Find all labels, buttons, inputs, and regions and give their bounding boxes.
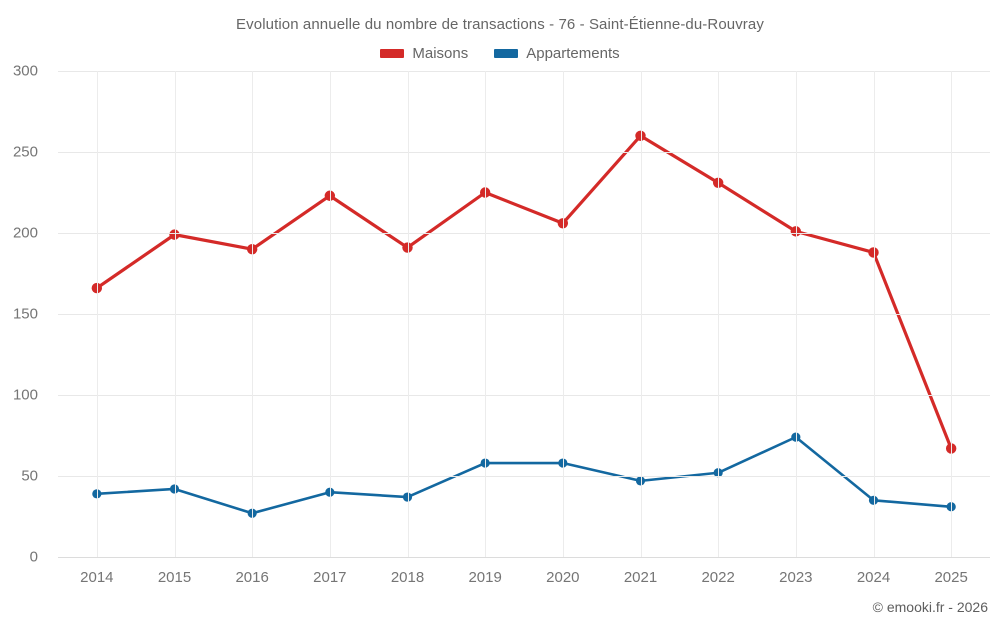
y-axis-tick-label: 150	[12, 305, 38, 323]
gridline-horizontal	[58, 476, 990, 477]
gridline-vertical	[640, 71, 642, 557]
x-axis-tick-label: 2020	[546, 569, 580, 586]
legend-item-maisons[interactable]: Maisons	[380, 45, 468, 62]
legend-item-label: Appartements	[526, 45, 620, 62]
x-axis-tick-label: 2021	[623, 569, 658, 586]
footer-credit: © emooki.fr - 2026	[872, 599, 988, 615]
gridline-horizontal	[58, 395, 990, 396]
gridline-vertical	[795, 71, 797, 557]
y-axis-tick-label: 250	[12, 143, 38, 161]
x-axis-tick-label: 2016	[235, 569, 269, 586]
series-line-appartements	[95, 435, 953, 515]
gridline-vertical	[873, 71, 875, 557]
x-axis-tick-label: 2023	[779, 569, 813, 586]
x-axis-tick-label: 2025	[934, 569, 968, 586]
x-axis-tick-label: 2018	[390, 569, 425, 586]
gridline-vertical	[252, 71, 254, 557]
gridline-horizontal	[58, 314, 990, 315]
x-axis-tick-label: 2014	[80, 569, 114, 586]
gridline-horizontal	[58, 71, 990, 72]
legend-item-appartements[interactable]: Appartements	[494, 45, 620, 62]
data-point-marker[interactable]	[402, 242, 413, 253]
gridline-vertical	[485, 71, 487, 557]
gridline-horizontal	[58, 152, 990, 153]
gridline-vertical	[407, 71, 409, 557]
line-swatch-icon	[494, 49, 519, 58]
y-axis-tick-label: 100	[12, 386, 38, 404]
gridline-vertical	[96, 71, 98, 557]
gridline-vertical	[718, 71, 720, 557]
gridline-vertical	[951, 71, 953, 557]
y-axis-tick-label: 200	[12, 224, 38, 242]
plot-area: 0 50 100 150 200 250 300 2014 2015 2016 2017 2018 20…	[13, 63, 990, 586]
y-axis-tick-label: 0	[29, 548, 38, 566]
chart-title: Evolution annuelle du nombre de transact…	[236, 16, 764, 33]
line-swatch-icon	[380, 49, 405, 58]
gridline-horizontal	[58, 233, 990, 234]
series-line-maisons	[95, 134, 953, 451]
gridline-vertical	[329, 71, 331, 557]
gridline-horizontal	[58, 557, 990, 558]
x-axis-tick-label: 2015	[157, 569, 192, 586]
chart-legend: Maisons Appartements	[0, 45, 1000, 62]
legend-item-label: Maisons	[412, 45, 469, 62]
gridline-vertical	[562, 71, 564, 557]
x-axis-tick-label: 2022	[701, 569, 735, 586]
y-axis-tick-label: 50	[21, 467, 38, 485]
x-axis-tick-label: 2024	[856, 569, 891, 586]
y-axis-tick-label: 300	[12, 62, 38, 80]
x-axis-tick-label: 2019	[468, 569, 502, 586]
x-axis-tick-label: 2017	[313, 569, 347, 586]
gridline-vertical	[174, 71, 176, 557]
